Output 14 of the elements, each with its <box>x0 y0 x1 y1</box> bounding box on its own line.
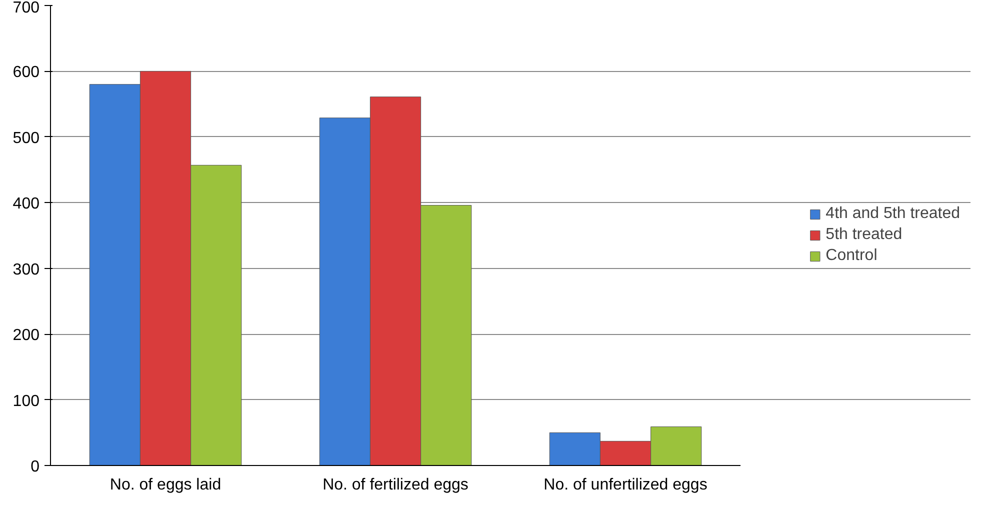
y-tick-label: 600 <box>12 64 40 82</box>
legend-label: 5th treated <box>826 226 902 244</box>
x-tick-label: No. of unfertilized eggs <box>544 476 708 494</box>
x-tick-label: No. of eggs laid <box>110 476 222 494</box>
y-tick-label: 400 <box>12 196 40 213</box>
y-tick-label: 300 <box>12 261 40 278</box>
y-tick-label: 500 <box>12 130 40 147</box>
y-tick-label: 200 <box>12 327 40 344</box>
legend-label: 4th and 5th treated <box>826 205 960 223</box>
y-tick-label: 0 <box>30 458 40 476</box>
x-tick-label: No. of fertilized eggs <box>322 476 468 494</box>
y-tick-label: 100 <box>12 392 40 410</box>
y-tick-label: 700 <box>12 0 40 16</box>
legend-label: Control <box>826 247 878 265</box>
